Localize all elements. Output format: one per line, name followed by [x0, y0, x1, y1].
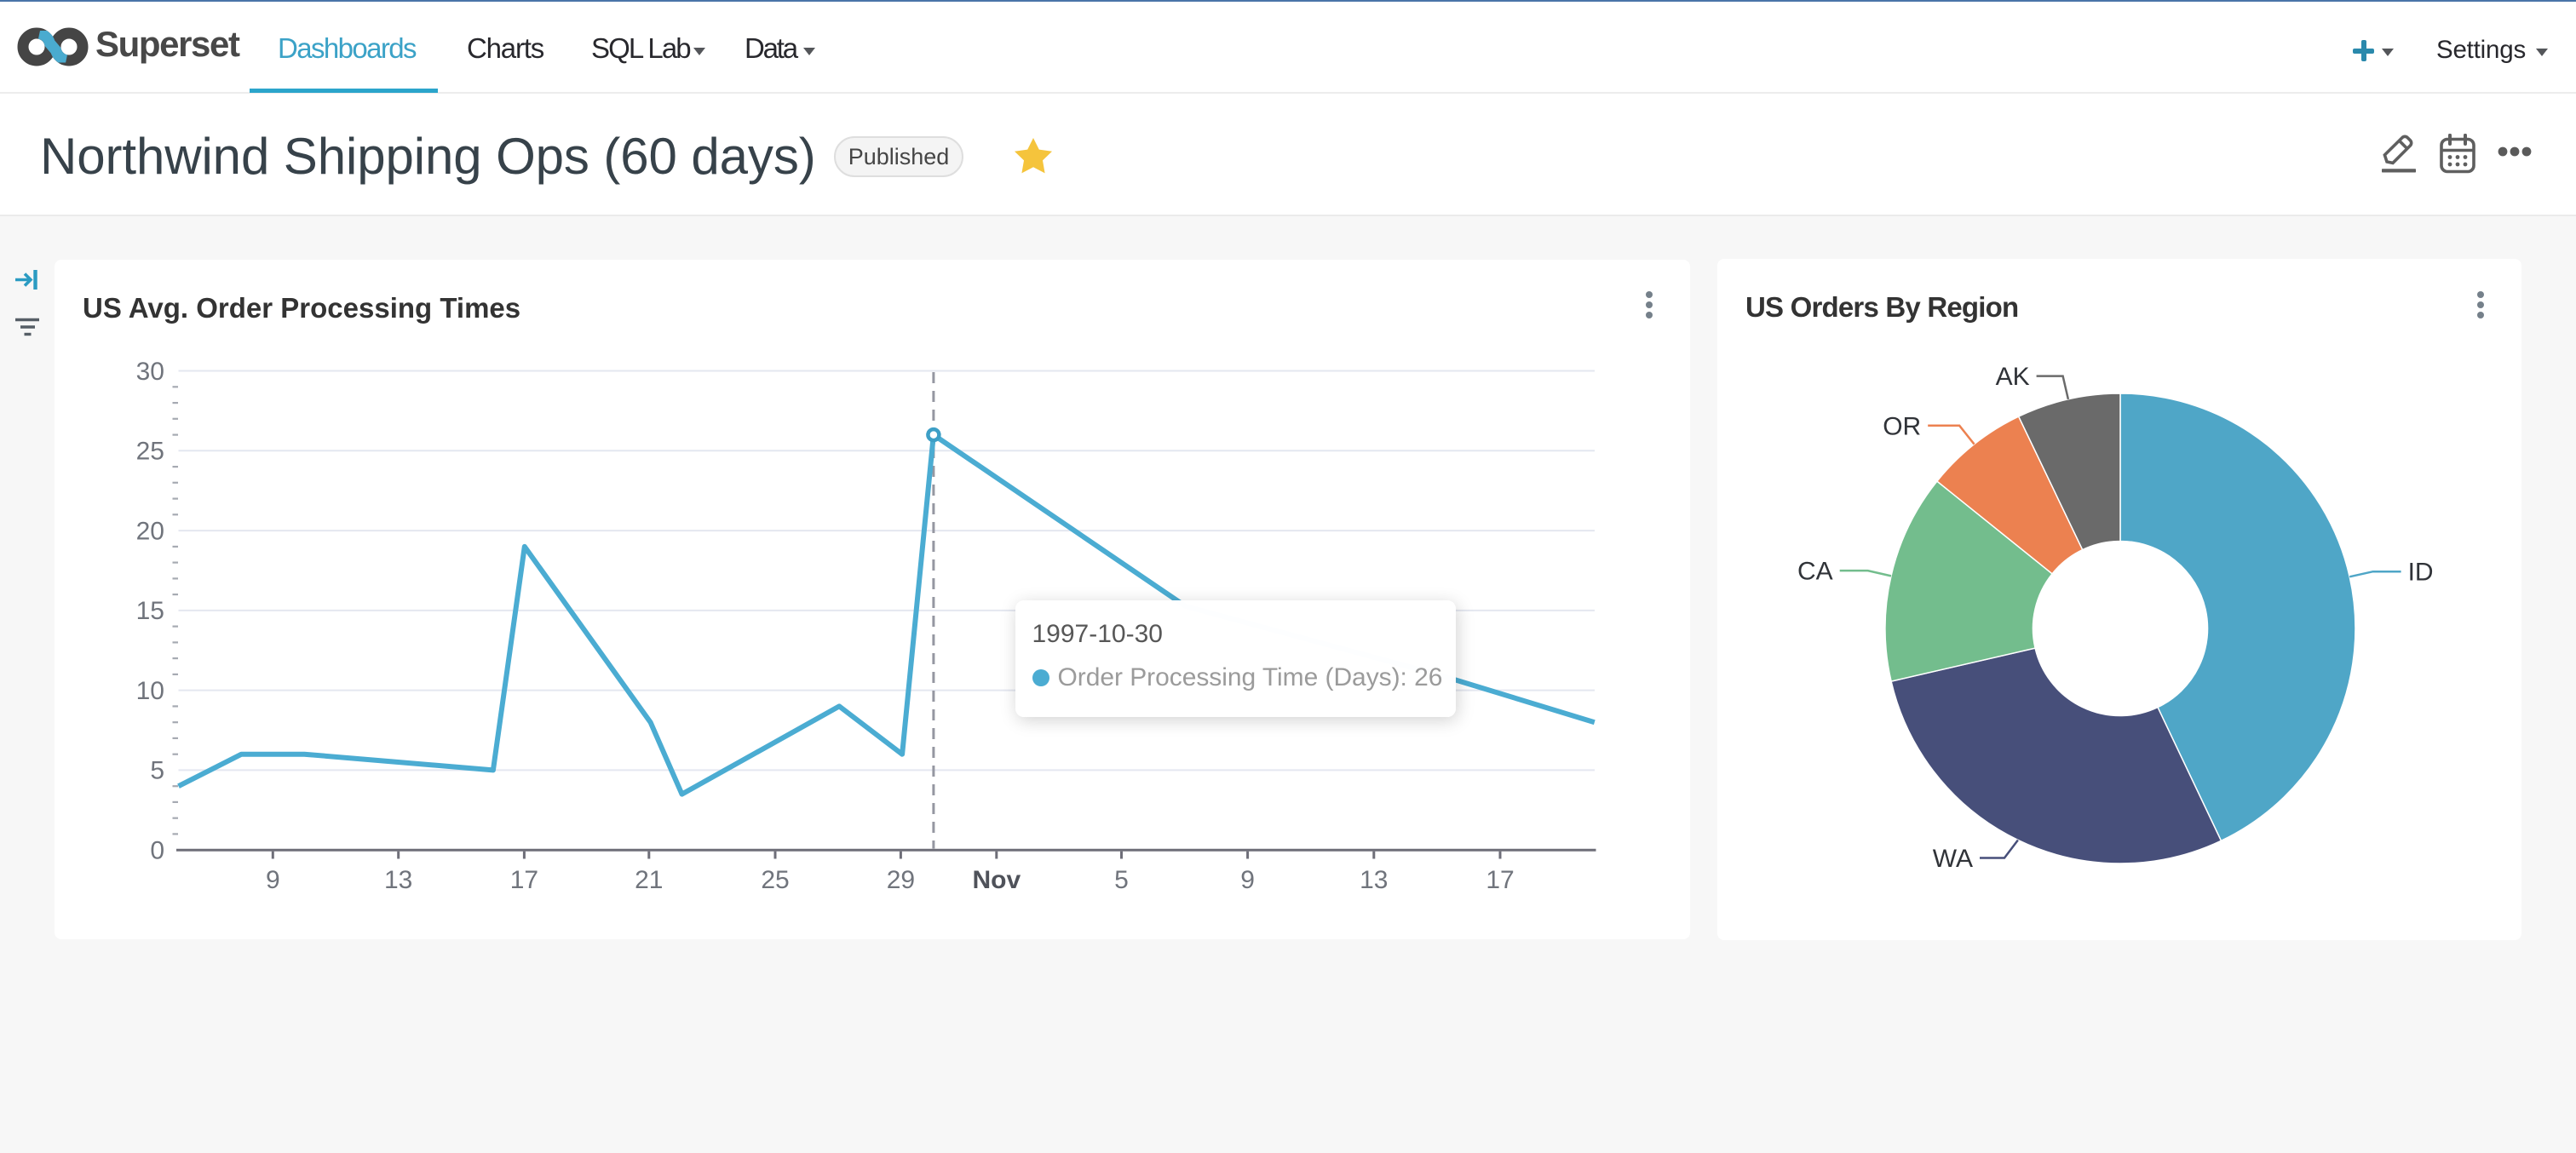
svg-text:10: 10: [136, 676, 164, 704]
svg-text:15: 15: [136, 597, 164, 625]
svg-text:9: 9: [266, 866, 280, 894]
svg-text:29: 29: [887, 866, 915, 894]
svg-text:OR: OR: [1883, 412, 1921, 440]
svg-text:5: 5: [1114, 866, 1129, 894]
svg-text:25: 25: [761, 866, 789, 894]
svg-text:CA: CA: [1797, 557, 1833, 585]
svg-text:30: 30: [136, 357, 164, 385]
svg-text:WA: WA: [1933, 845, 1973, 873]
svg-text:25: 25: [136, 437, 164, 465]
svg-text:ID: ID: [2408, 558, 2434, 586]
svg-text:21: 21: [635, 866, 663, 894]
svg-text:5: 5: [150, 756, 164, 784]
svg-text:20: 20: [136, 517, 164, 545]
svg-text:13: 13: [384, 866, 412, 894]
svg-text:17: 17: [1486, 866, 1514, 894]
svg-text:Nov: Nov: [972, 866, 1021, 894]
svg-text:13: 13: [1360, 866, 1388, 894]
svg-text:9: 9: [1240, 866, 1255, 894]
svg-text:17: 17: [510, 866, 538, 894]
svg-text:AK: AK: [1996, 363, 2030, 391]
svg-text:0: 0: [150, 836, 164, 864]
